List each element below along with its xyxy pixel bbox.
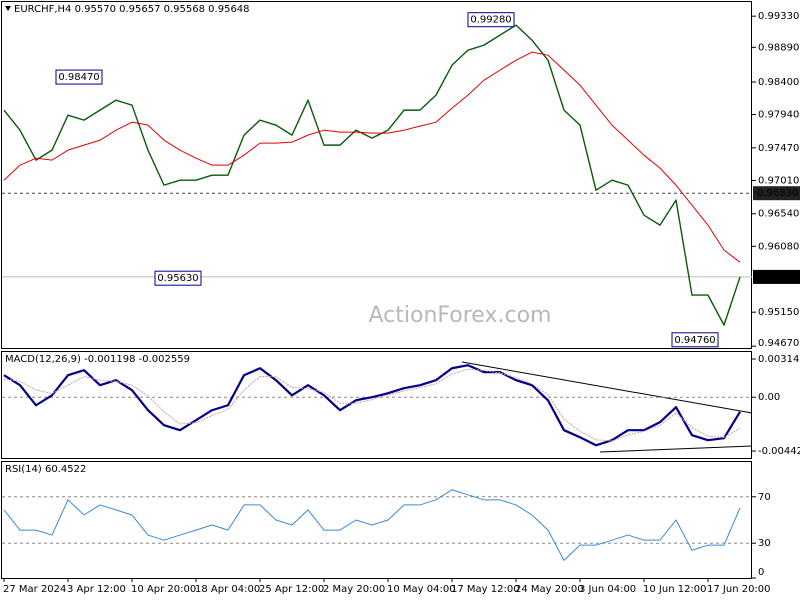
price-title: EURCHF,H4 0.95570 0.95657 0.95568 0.9564… [14,4,250,15]
y-tick-label: 0.96080 [758,241,799,252]
series-line [3,51,741,263]
rsi-panel-frame [1,461,752,579]
series-line [3,364,741,447]
price-annotation-label: 0.99280 [470,15,511,26]
price-level-box [753,186,800,201]
price-annotation-label: 0.98470 [58,72,99,83]
x-tick-label: 10 Jun 12:00 [643,584,707,595]
series-line [3,368,741,442]
price-level-label: 0.96830 [757,188,798,199]
y-tick-label: 0.003142 [758,354,800,365]
series-line [3,489,741,561]
x-tick-label: 10 May 04:00 [387,584,456,595]
x-tick-label: 3 Jun 04:00 [579,584,636,595]
x-tick-label: 25 Apr 12:00 [259,584,324,595]
y-tick-label: 0 [758,567,764,578]
price-annotation-box [154,270,202,286]
x-tick-label: 3 Apr 12:00 [67,584,126,595]
y-tick-label: 0.97940 [758,110,799,121]
y-tick-label: 0.99330 [758,11,799,22]
price-annotation-box [55,69,103,85]
price-annotation-label: 0.94760 [674,335,715,346]
macd-trendline [461,361,753,414]
macd-title: MACD(12,26,9) -0.001198 -0.002559 [5,354,190,365]
price-panel-frame [1,1,752,349]
x-tick-label: 27 Mar 2024 [3,584,66,595]
price-annotation-label: 0.95630 [157,273,198,284]
x-tick-label: 24 May 20:00 [515,584,584,595]
price-level-box [753,269,800,284]
macd-trendline [599,445,753,453]
x-tick-label: 17 May 12:00 [451,584,520,595]
rsi-title: RSI(14) 60.4522 [5,464,86,475]
y-tick-label: 0.98400 [758,77,799,88]
y-tick-label: 0.98890 [758,42,799,53]
x-tick-label: 10 Apr 20:00 [131,584,196,595]
y-tick-label: 0.94670 [758,338,799,349]
price-annotation-box [671,332,719,348]
price-annotation-box [467,12,515,28]
y-tick-label: -0.00442 [758,446,800,457]
y-tick-label: 70 [758,492,771,503]
y-tick-label: 0.96540 [758,209,799,220]
y-tick-label: 0.95150 [758,307,799,318]
macd-panel-frame [1,351,752,459]
y-tick-label: 0.97010 [758,175,799,186]
x-tick-label: 17 Jun 20:00 [707,584,771,595]
series-line [3,24,741,326]
y-tick-label: 30 [758,538,771,549]
y-tick-label: 0.97470 [758,143,799,154]
y-tick-label: 0.00 [758,392,780,403]
x-tick-label: 2 May 20:00 [323,584,385,595]
x-tick-label: 18 Apr 04:00 [195,584,260,595]
watermark: ActionForex.com [369,303,552,328]
price-level-label: 0.95648 [757,272,798,283]
symbol-marker [5,6,11,11]
